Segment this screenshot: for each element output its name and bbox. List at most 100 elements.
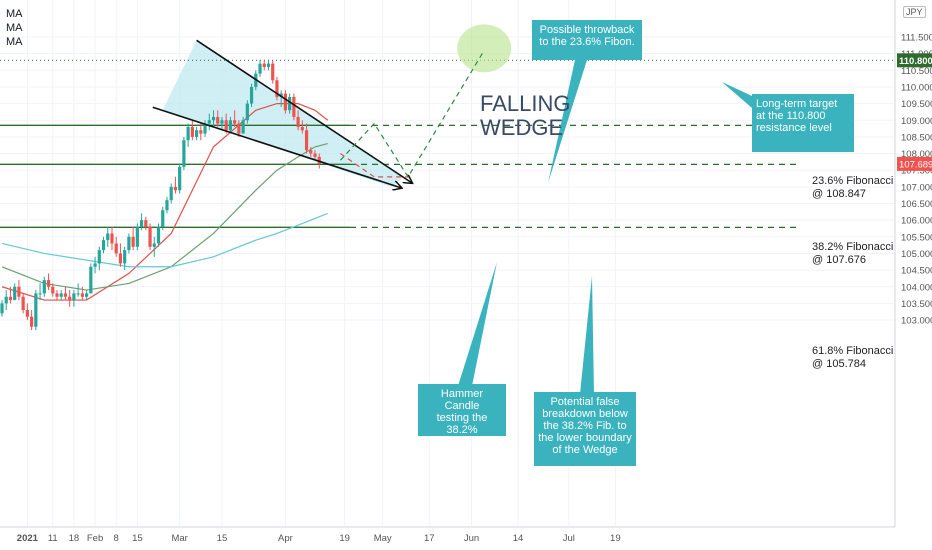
time-tick-label[interactable]: 18 [69,533,80,544]
candle[interactable] [237,120,241,137]
candle[interactable] [165,196,169,214]
candle[interactable] [262,60,266,71]
candle[interactable] [194,126,199,141]
candle[interactable] [76,283,80,297]
candle[interactable] [25,303,29,321]
candle[interactable] [300,120,304,134]
candle[interactable] [152,236,156,257]
time-tick-label[interactable]: Mar [171,533,187,544]
candle[interactable] [93,256,97,274]
price-tick-label[interactable]: 105.000 [901,249,932,260]
candle[interactable] [51,283,55,297]
candle[interactable] [288,93,292,114]
candle[interactable] [241,116,245,134]
candle[interactable] [211,110,216,127]
candle[interactable] [38,283,42,301]
candle[interactable] [89,263,93,294]
price-tick-label[interactable]: 106.000 [901,216,932,227]
candle[interactable] [80,286,84,301]
candlesticks[interactable] [0,60,321,331]
price-tick-label[interactable]: 110.500 [901,66,932,77]
price-tick-label[interactable]: 108.000 [901,149,932,160]
price-tick-label[interactable]: 109.000 [901,116,932,127]
candle[interactable] [309,146,313,157]
time-tick-label[interactable]: Apr [278,533,293,544]
candle[interactable] [304,123,309,154]
candle[interactable] [182,136,186,171]
ma-legend-label[interactable]: MA [6,36,23,48]
candle[interactable] [123,246,127,271]
ma-legend-label[interactable]: MA [6,22,23,34]
time-tick-label[interactable]: 11 [48,533,58,544]
candle[interactable] [8,286,13,304]
candle[interactable] [118,243,123,267]
price-tick-label[interactable]: 107.500 [901,166,932,177]
candle[interactable] [0,300,4,317]
candle[interactable] [85,290,89,301]
price-tick-label[interactable]: 106.500 [901,199,932,210]
candle[interactable] [30,310,34,331]
candle[interactable] [207,113,211,131]
time-tick-label[interactable]: Jun [464,533,479,544]
candle[interactable] [139,213,144,231]
candle[interactable] [135,223,139,251]
candle[interactable] [106,226,110,247]
time-tick-label[interactable]: 15 [132,533,143,544]
price-tick-label[interactable]: 105.500 [901,232,932,243]
candle[interactable] [97,246,101,271]
time-tick-label[interactable]: 15 [217,533,228,544]
candle[interactable] [59,290,63,301]
candle[interactable] [283,90,288,114]
candle[interactable] [13,283,17,301]
time-tick-label[interactable]: 2021 [17,533,39,544]
price-tick-label[interactable]: 107.000 [901,182,932,193]
candle[interactable] [148,223,152,251]
candle[interactable] [21,293,25,314]
candle[interactable] [224,113,228,134]
candle[interactable] [220,116,224,131]
price-tick-label[interactable]: 103.000 [901,316,932,327]
candle[interactable] [101,236,106,254]
candle[interactable] [161,206,165,231]
ma-legend-label[interactable]: MA [6,8,23,20]
candle[interactable] [72,290,76,307]
candle[interactable] [190,120,194,141]
candle[interactable] [144,216,148,231]
price-tick-label[interactable]: 111.500 [901,33,932,44]
time-tick-label[interactable]: Jul [563,533,575,544]
candle[interactable] [271,60,275,84]
candle[interactable] [110,226,114,251]
candle[interactable] [169,183,173,204]
candle[interactable] [46,273,51,291]
time-axis[interactable]: 2021 11 18 Feb 8 15 Mar 15 Apr 19 May 17 Jun 14 Jul 19 [0,526,932,550]
candle[interactable] [42,276,46,297]
candle[interactable] [131,226,135,251]
candle[interactable] [4,290,8,311]
price-tick-label[interactable]: 108.500 [901,132,932,143]
time-tick-label[interactable]: Feb [87,533,103,544]
price-axis[interactable]: 111.500111.000110.500110.000109.500109.0… [894,0,932,550]
price-tick-label[interactable]: 104.500 [901,266,932,277]
candle[interactable] [245,100,249,124]
time-tick-label[interactable]: 19 [339,533,350,544]
candle[interactable] [313,150,317,161]
candle[interactable] [296,110,300,131]
candle[interactable] [275,76,279,101]
candle[interactable] [17,280,21,301]
candle[interactable] [279,90,283,107]
candle[interactable] [266,60,271,71]
candle[interactable] [228,116,233,134]
time-tick-label[interactable]: 17 [424,533,435,544]
candle[interactable] [203,120,207,137]
time-tick-label[interactable]: 8 [114,533,119,544]
time-tick-label[interactable]: May [374,533,392,544]
candle[interactable] [55,290,59,301]
candle[interactable] [216,110,220,127]
price-tick-label[interactable]: 104.000 [901,282,932,293]
price-tick-label[interactable]: 103.500 [901,299,932,310]
time-tick-label[interactable]: 19 [610,533,621,544]
candle[interactable] [68,290,72,307]
candle[interactable] [63,286,68,301]
candle[interactable] [34,290,38,331]
